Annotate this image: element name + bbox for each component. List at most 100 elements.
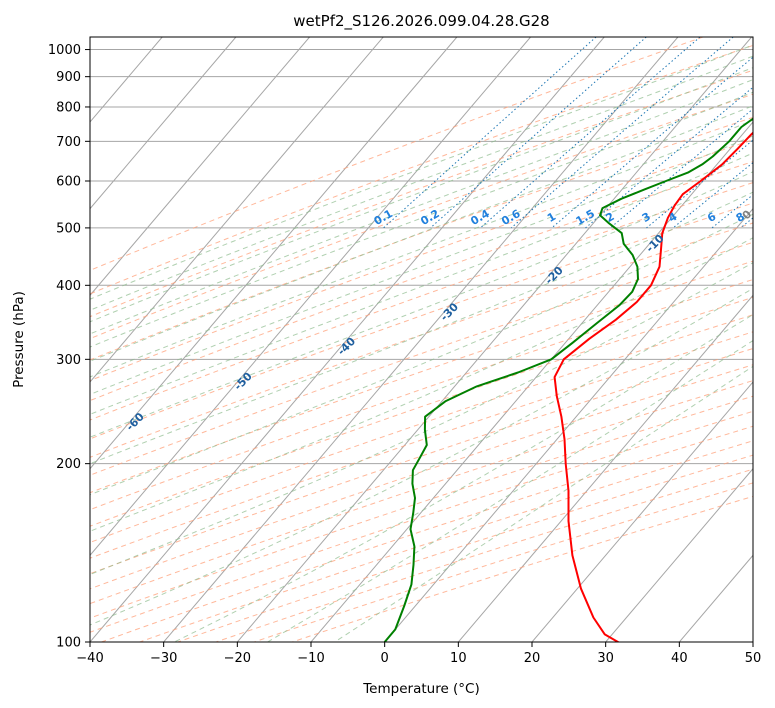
moist-adiabat-line <box>90 287 753 626</box>
dry-adiabat-label: -20 <box>543 264 566 287</box>
isotherm-line <box>90 37 310 297</box>
dry-adiabat-line <box>90 347 753 575</box>
mixing-ratio-label: 6 <box>705 210 718 225</box>
chart-title: wetPf2_S126.2026.099.04.28.G28 <box>293 12 549 31</box>
x-tick-label: −20 <box>224 651 251 666</box>
dry-adiabat-label: -10 <box>643 232 666 255</box>
y-tick-label: 700 <box>56 135 81 150</box>
isotherm-line <box>384 207 753 642</box>
mixing-ratio-label: 4 <box>666 210 679 225</box>
dry-adiabat-label: -40 <box>335 335 358 358</box>
dry-adiabat-line <box>90 202 753 440</box>
moist-adiabat-line <box>90 237 753 532</box>
mixing-ratio-line <box>510 37 734 229</box>
mixing-ratio-line <box>672 161 753 229</box>
mixing-ratio-label: 10 <box>753 208 773 227</box>
dry-adiabat-line <box>90 331 753 559</box>
axis-ticks: −40 −30 −20 −10 0 10 20 30 40 50 1000 900 800 700 600 5… <box>48 43 761 666</box>
y-tick-label: 300 <box>56 353 81 368</box>
mixing-ratio-line <box>763 37 775 228</box>
y-axis-label: Pressure (hPa) <box>11 291 27 388</box>
moist-adiabat-line <box>90 44 753 300</box>
dry-adiabat-label: -30 <box>438 300 461 323</box>
isotherm-line <box>310 121 753 642</box>
y-tick-label: 900 <box>56 70 81 85</box>
dry-adiabat-line <box>90 296 753 527</box>
moist-adiabat-line <box>90 55 753 311</box>
x-tick-label: 30 <box>597 651 614 666</box>
mixing-ratio-label: 0.4 <box>468 207 492 228</box>
dry-adiabat-line <box>90 93 753 340</box>
mixing-ratio-label: 1.5 <box>574 207 597 228</box>
mixing-ratio-line <box>646 139 753 229</box>
isotherm-line <box>236 37 752 642</box>
mixing-ratio-line <box>383 37 597 229</box>
mixing-ratio-line <box>609 108 753 229</box>
moist-adiabat-line <box>90 152 753 415</box>
x-tick-label: 10 <box>450 651 467 666</box>
x-axis-label: Temperature (°C) <box>362 681 480 697</box>
y-tick-label: 100 <box>56 636 81 651</box>
mixing-ratio-label: 0.1 <box>372 207 395 228</box>
dry-adiabat-line <box>90 410 753 633</box>
isotherm-line <box>605 467 753 642</box>
mixing-ratio-line <box>551 56 753 229</box>
isotherm-line <box>90 37 531 557</box>
mixing-ratio-label: 1 <box>545 210 558 225</box>
isotherm-line <box>752 641 753 642</box>
dry-adiabat-line <box>90 241 753 476</box>
moist-adiabat-line <box>90 105 753 362</box>
dry-adiabat-line <box>292 495 753 642</box>
dry-adiabat-label: -50 <box>232 369 255 392</box>
moist-adiabat-line <box>90 213 753 496</box>
moist-adiabat-line <box>90 67 753 323</box>
dry-adiabat-label: -60 <box>124 410 147 433</box>
temperature-profile-line <box>553 131 753 642</box>
x-tick-label: −30 <box>150 651 177 666</box>
dry-adiabat-line <box>177 454 753 642</box>
y-tick-label: 800 <box>56 100 81 115</box>
isotherm-line <box>457 294 753 642</box>
mixing-ratio-label: 2 <box>604 210 617 225</box>
moist-adiabat-line <box>90 79 753 335</box>
dry-adiabat-line <box>90 182 753 421</box>
dewpoint-profile-line <box>383 117 753 642</box>
y-tick-label: 200 <box>56 457 81 472</box>
dry-adiabat-label: -70 <box>15 451 38 474</box>
x-tick-label: 50 <box>745 651 762 666</box>
isotherm-line <box>163 37 679 642</box>
moist-adiabat-line <box>334 365 753 642</box>
dry-adiabat-line <box>90 44 753 295</box>
dry-adiabat-line <box>90 69 753 318</box>
isotherm-line <box>90 37 237 210</box>
moist-adiabat-line <box>90 91 753 348</box>
profiles <box>383 117 753 642</box>
dry-adiabat-line <box>90 279 753 511</box>
plot-frame <box>89 36 754 643</box>
x-tick-label: 0 <box>381 651 389 666</box>
x-tick-label: 20 <box>524 651 541 666</box>
dry-adiabat-line <box>90 380 753 605</box>
moist-adiabat-line <box>174 313 753 642</box>
x-tick-label: −40 <box>76 651 103 666</box>
moist-adiabat-line <box>90 135 753 396</box>
mixing-ratio-line <box>480 37 701 229</box>
x-tick-label: −10 <box>297 651 324 666</box>
isotherm-line <box>90 37 384 383</box>
x-tick-label: 40 <box>671 651 688 666</box>
isotherm-line <box>531 381 753 642</box>
y-tick-label: 500 <box>56 221 81 236</box>
mixing-ratio-line <box>740 217 753 229</box>
moist-adiabat-line <box>90 171 753 438</box>
moist-adiabat-line <box>90 191 753 465</box>
isotherm-line <box>90 37 458 470</box>
mixing-ratio-label: 0.6 <box>499 207 523 228</box>
mixing-ratio-label: 3 <box>640 210 653 225</box>
dry-adiabat-line <box>90 161 753 402</box>
isotherm-line <box>90 37 605 642</box>
dry-adiabat-line <box>215 468 753 642</box>
background-lines <box>90 37 775 642</box>
y-tick-label: 600 <box>56 174 81 189</box>
